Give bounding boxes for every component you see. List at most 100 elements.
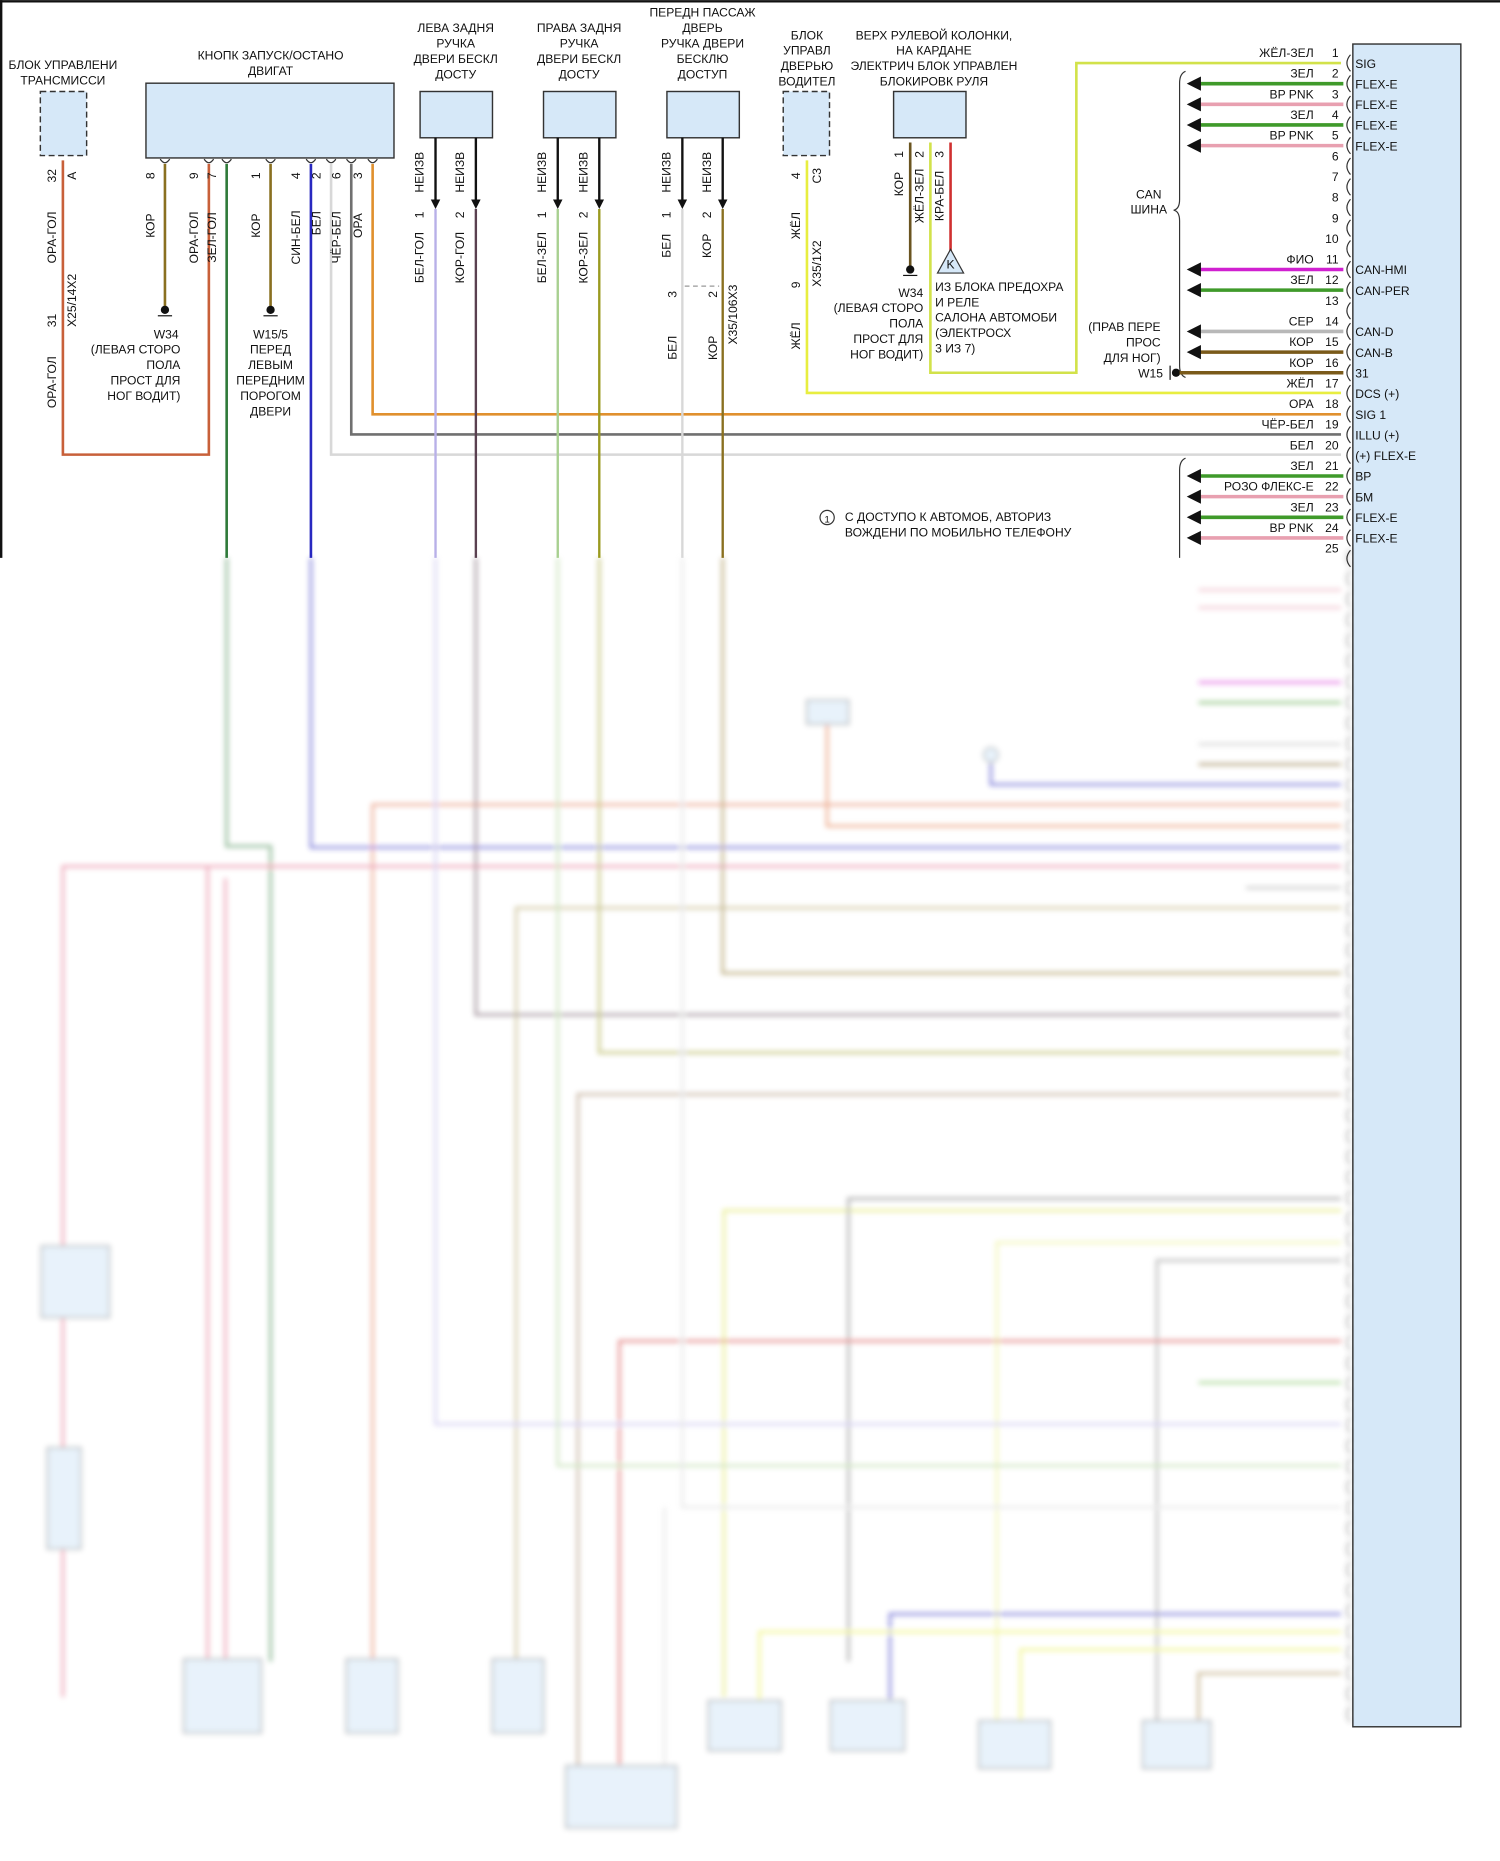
handle-box: [666, 90, 741, 139]
component-box: [40, 1245, 110, 1319]
pin-number: 3: [932, 151, 946, 158]
connector-pin-icon: [1346, 1065, 1351, 1083]
block-label: РУЧКА: [560, 37, 600, 51]
block-label: ВОДИТЕЛ: [778, 75, 835, 89]
connector-pin-icon: [1346, 817, 1351, 835]
wire-color-label: ЖЁЛ-ЗЕЛ: [1259, 46, 1314, 60]
module-pin-16: 16 КОР 31: [1179, 356, 1369, 382]
wire: [61, 865, 1341, 1698]
module-pin-6: 6: [1332, 149, 1351, 175]
module-pin-18: 18 ОРА SIG 1: [1289, 397, 1386, 423]
block-label: ДВИГАТ: [248, 64, 294, 78]
connector-pin-icon: [1346, 1127, 1351, 1145]
connector-pin-icon: [1346, 157, 1351, 175]
connector-pin-icon: [1346, 240, 1351, 258]
module-pins: 1 ЖЁЛ-ЗЕЛ SIG 2 ЗЕЛ FLEX-E 3 BP PNK FLEX-E 4 ЗЕЛ FL…: [1179, 46, 1416, 568]
module-pin-8: 8: [1332, 191, 1351, 217]
connector-pin-icon: [1346, 941, 1351, 959]
connector-pin-icon: [1346, 1375, 1351, 1393]
connector-pin-icon: [1346, 611, 1351, 629]
wire: [618, 1339, 1341, 1769]
wire: [309, 557, 1341, 849]
pin-label: НЕИЗВ: [659, 152, 673, 193]
arrow-icon: [430, 199, 441, 209]
connector-pin-icon: [1346, 322, 1351, 341]
block-label: ДОСТУ: [559, 67, 600, 81]
arrow-icon: [1186, 262, 1201, 277]
wire-label: КРА-БЕЛ: [932, 171, 946, 221]
arrow-icon: [1186, 530, 1201, 546]
module-pin-5: 5 BP PNK FLEX-E: [1186, 129, 1398, 155]
module-pin-4: 4 ЗЕЛ FLEX-E: [1186, 108, 1398, 134]
pin-function: FLEX-E: [1355, 532, 1397, 546]
wire-color-label: ЗЕЛ: [1290, 459, 1313, 473]
arrow-icon: [1186, 138, 1201, 153]
pin-number: C3: [810, 168, 824, 184]
wire-label: КОР: [700, 234, 714, 258]
wire-label: ОРА-ГОЛ: [187, 212, 201, 264]
arrow-icon: [1186, 76, 1201, 91]
arrow-icon: [1186, 117, 1201, 133]
pin-number: 10: [1325, 232, 1339, 246]
ground-location: ПЕРЕД: [250, 343, 291, 357]
wire: [225, 557, 272, 1662]
wire: [556, 557, 1341, 1468]
block-label: ВЕРХ РУЛЕВОЙ КОЛОНКИ,: [856, 27, 1013, 42]
wire-zhel-zel: [929, 61, 1341, 375]
module-pin-24: 24 BP PNK FLEX-E: [1186, 521, 1398, 547]
pin-number: 23: [1325, 500, 1339, 514]
pin-number: 32: [45, 169, 59, 183]
wire-label: КОР: [892, 172, 906, 196]
pin-number: 4: [289, 172, 303, 179]
ground-location: ПРОС: [1126, 336, 1161, 350]
pin-number: 20: [1325, 438, 1339, 452]
pin-number: 21: [1325, 459, 1339, 473]
wire: [434, 557, 1341, 1426]
connector-pin-icon: [265, 158, 276, 164]
ground-location: ПОЛА: [889, 317, 924, 331]
block-label: ТРАНСМИССИ: [20, 73, 105, 87]
module-pin-23: 23 ЗЕЛ FLEX-E: [1186, 500, 1398, 526]
pin-number: 2: [706, 291, 720, 298]
transmission-box: [39, 90, 88, 157]
block-label: ПРАВА ЗАДНЯ: [537, 21, 622, 35]
block-label: ДОСТУ: [435, 67, 476, 81]
fuse-relay-reference: K ИЗ БЛОКА ПРЕДОХРА И РЕЛЕ САЛОНА АВТОМО…: [935, 248, 1064, 356]
connector-pin-icon: [1346, 631, 1351, 650]
ground-location: ПРОСТ ДЛЯ: [111, 374, 181, 388]
pin-number: 1: [1332, 46, 1339, 60]
pin-number: 8: [143, 172, 157, 179]
connector-pin-icon: [1346, 405, 1351, 423]
ground-location: ЛЕВЫМ: [248, 358, 293, 372]
module-pin-14: 14 СЕР CAN-D: [1186, 315, 1394, 341]
pin-function: (+) FLEX-E: [1355, 449, 1416, 463]
pin-function: FLEX-E: [1355, 77, 1397, 91]
arrow-icon: [1186, 283, 1201, 298]
wire: [888, 1612, 1341, 1701]
wire-color-label: БЕЛ: [1290, 438, 1314, 452]
block-label: ЛЕВА ЗАДНЯ: [417, 21, 494, 35]
connector-pin-icon: [1346, 673, 1351, 691]
pin-number: 6: [330, 172, 344, 179]
ground-icon: [266, 305, 275, 315]
connector-pin-icon: [1346, 858, 1351, 877]
connector-pin-icon: [1346, 467, 1351, 485]
pin-label: НЕИЗВ: [453, 152, 467, 193]
connector-pin-icon: [1346, 1457, 1351, 1476]
connector-pin-icon: [1346, 590, 1351, 608]
wire-label: КОР-ЗЕЛ: [576, 232, 590, 284]
wire-label: ЖЁЛ-ЗЕЛ: [912, 169, 926, 224]
wire: [1197, 1672, 1341, 1721]
wire-color-label: BP PNK: [1270, 87, 1314, 101]
wire-color-label: BP PNK: [1270, 129, 1314, 143]
start-stop-box: [145, 82, 395, 159]
can-bus-brace: [1173, 70, 1186, 379]
connector-pin-icon: [1346, 652, 1351, 670]
connector-pin-icon: [1346, 219, 1351, 237]
pin-function: CAN-B: [1355, 346, 1393, 360]
ground-w34: W34 (ЛЕВАЯ СТОРО ПОЛА ПРОСТ ДЛЯ НОГ ВОДИ…: [91, 305, 181, 403]
pin-number: 2: [453, 211, 467, 218]
pin-number: 4: [789, 172, 803, 179]
